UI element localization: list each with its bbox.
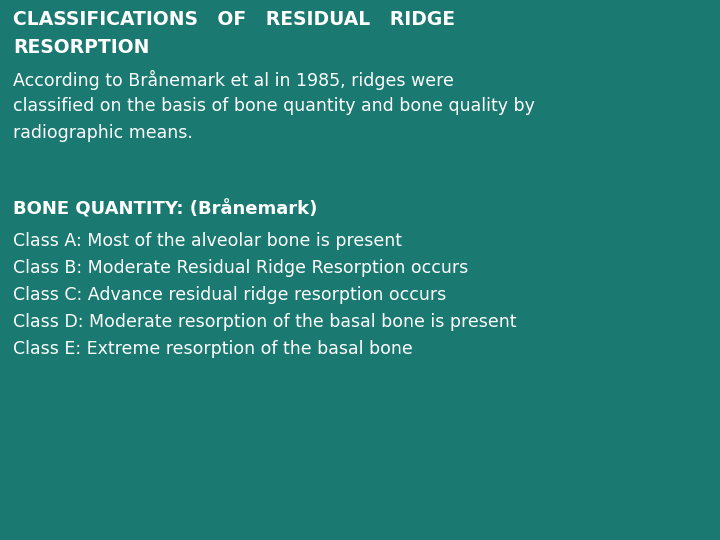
Text: classified on the basis of bone quantity and bone quality by: classified on the basis of bone quantity… <box>13 97 535 115</box>
Text: Class A: Most of the alveolar bone is present: Class A: Most of the alveolar bone is pr… <box>13 232 402 250</box>
Text: radiographic means.: radiographic means. <box>13 124 193 142</box>
Text: CLASSIFICATIONS   OF   RESIDUAL   RIDGE: CLASSIFICATIONS OF RESIDUAL RIDGE <box>13 10 455 29</box>
Text: According to Brånemark et al in 1985, ridges were: According to Brånemark et al in 1985, ri… <box>13 70 454 90</box>
Text: Class B: Moderate Residual Ridge Resorption occurs: Class B: Moderate Residual Ridge Resorpt… <box>13 259 468 277</box>
Text: Class E: Extreme resorption of the basal bone: Class E: Extreme resorption of the basal… <box>13 340 413 358</box>
Text: RESORPTION: RESORPTION <box>13 38 149 57</box>
Text: BONE QUANTITY: (Brånemark): BONE QUANTITY: (Brånemark) <box>13 200 318 219</box>
Text: Class D: Moderate resorption of the basal bone is present: Class D: Moderate resorption of the basa… <box>13 313 516 331</box>
Text: Class C: Advance residual ridge resorption occurs: Class C: Advance residual ridge resorpti… <box>13 286 446 304</box>
